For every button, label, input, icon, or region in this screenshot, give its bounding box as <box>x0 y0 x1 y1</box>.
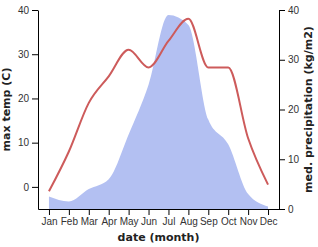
tick-label: May <box>120 216 139 227</box>
precipitation-area <box>49 15 268 209</box>
tick-mark <box>129 209 130 215</box>
tick-label: 0 <box>288 204 294 215</box>
tick-mark <box>248 209 249 215</box>
chart: Jan FebMarAprMayJun Jul AugSepOctNovDec 0 10 2… <box>0 0 318 247</box>
tick-mark <box>279 159 285 160</box>
y-axis-line <box>38 11 39 210</box>
tick-mark <box>89 209 90 215</box>
tick: 40 <box>18 5 38 16</box>
tick-label: 10 <box>18 137 30 148</box>
tick: 40 <box>279 5 300 16</box>
tick-mark <box>32 10 38 11</box>
tick: 0 <box>23 182 38 193</box>
tick-label: Apr <box>101 216 117 227</box>
tick-mark <box>32 98 38 99</box>
tick: Oct <box>221 209 237 227</box>
tick: 30 <box>279 54 300 65</box>
tick-label: Mar <box>81 216 99 227</box>
tick-mark <box>228 209 229 215</box>
tick-mark <box>279 10 285 11</box>
tick: Jul <box>163 209 176 227</box>
tick-label: Oct <box>221 216 237 227</box>
tick-label: 0 <box>23 182 29 193</box>
tick-label: 20 <box>288 104 300 115</box>
tick-mark <box>188 209 189 215</box>
temperature-line <box>49 19 268 191</box>
tick: 30 <box>18 49 38 60</box>
plot: Jan FebMarAprMayJun Jul AugSepOctNovDec 0 10 2… <box>18 5 300 227</box>
tick: Apr <box>101 209 117 227</box>
tick-label: 10 <box>288 154 300 165</box>
tick: Aug <box>180 209 198 227</box>
tick: 10 <box>279 154 300 165</box>
y2-axis: 0 10 20 30 40 <box>279 5 300 215</box>
tick-label: 20 <box>18 93 30 104</box>
tick-label: Aug <box>180 216 198 227</box>
tick: May <box>120 209 139 227</box>
tick-label: Jun <box>141 216 157 227</box>
x-axis: Jan FebMarAprMayJun Jul AugSepOctNovDec <box>39 209 280 227</box>
tick: Nov <box>240 209 258 227</box>
tick-label: 40 <box>288 5 300 16</box>
tick-label: Jan <box>41 216 57 227</box>
tick-mark <box>268 209 269 215</box>
y2-axis-title: med. precipitation (kg/m2) <box>302 26 315 193</box>
x-axis-title: date (month) <box>118 231 200 244</box>
tick-mark <box>208 209 209 215</box>
tick-mark <box>32 143 38 144</box>
tick: Jun <box>141 209 157 227</box>
tick-label: 30 <box>288 54 300 65</box>
tick-label: Jul <box>163 216 176 227</box>
tick-mark <box>32 187 38 188</box>
tick-label: 40 <box>18 5 30 16</box>
tick: Jan <box>41 209 57 227</box>
tick: Dec <box>260 209 278 227</box>
tick-label: Sep <box>200 216 218 227</box>
y-axis-title: max temp (C) <box>0 68 13 152</box>
tick-label: 30 <box>18 49 30 60</box>
tick-label: Nov <box>240 216 258 227</box>
tick-mark <box>32 54 38 55</box>
tick: 10 <box>18 137 38 148</box>
x-axis-line <box>39 209 280 210</box>
tick: 20 <box>279 104 300 115</box>
tick-mark <box>279 60 285 61</box>
tick: Sep <box>200 209 218 227</box>
tick-mark <box>49 209 50 215</box>
tick-mark <box>279 110 285 111</box>
tick-mark <box>279 209 285 210</box>
tick: 0 <box>279 204 294 215</box>
tick-label: Feb <box>61 216 79 227</box>
tick-mark <box>69 209 70 215</box>
tick-mark <box>168 209 169 215</box>
tick: 20 <box>18 93 38 104</box>
marks <box>49 15 268 209</box>
tick-mark <box>109 209 110 215</box>
tick-mark <box>149 209 150 215</box>
tick-label: Dec <box>260 216 278 227</box>
y-axis: 0 10 20 30 40 <box>18 5 39 210</box>
tick: Feb <box>61 209 79 227</box>
tick: Mar <box>81 209 99 227</box>
